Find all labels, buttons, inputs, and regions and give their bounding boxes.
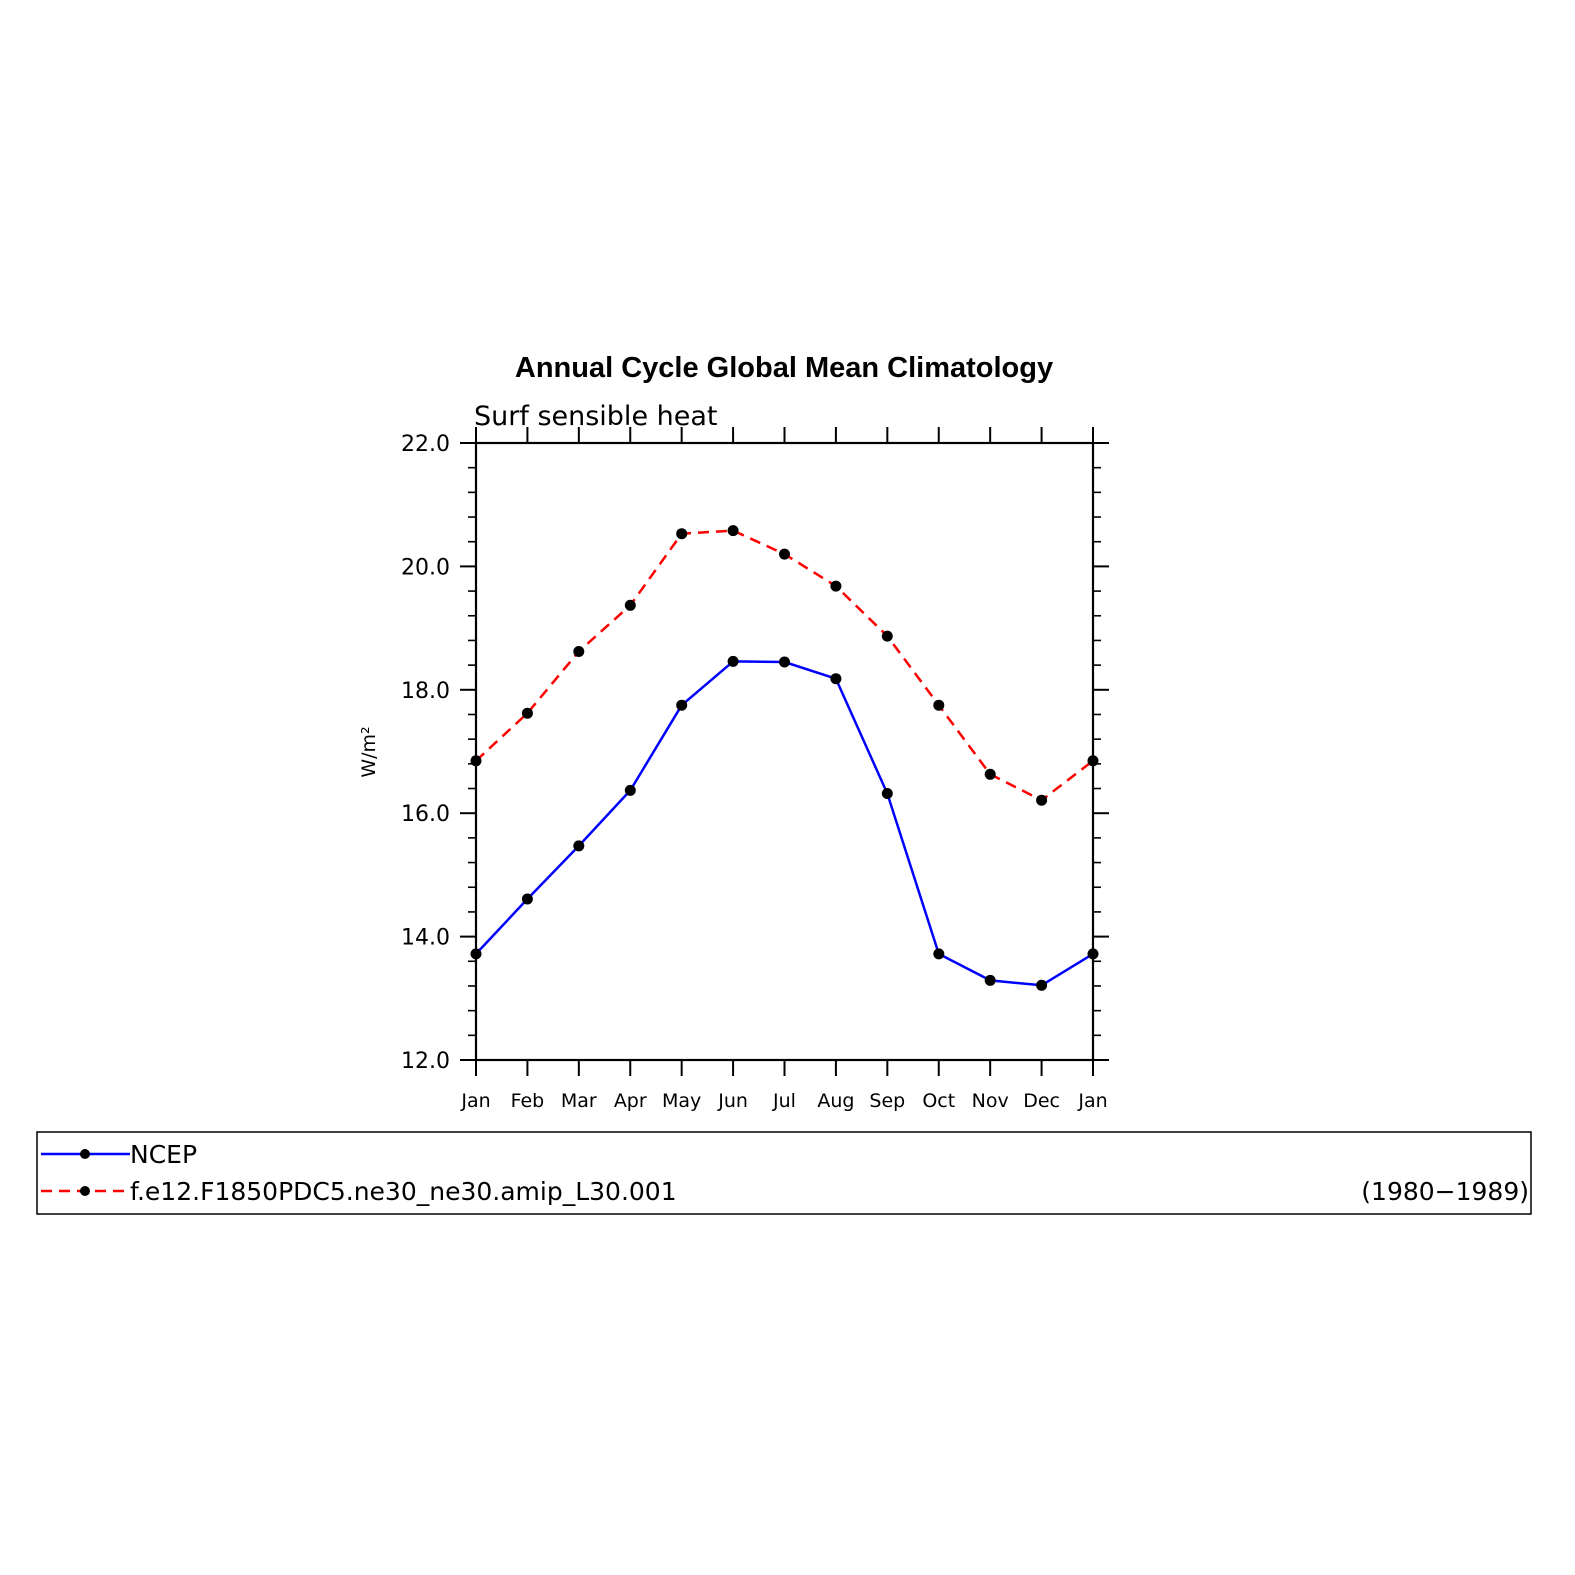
data-point-ncep bbox=[830, 673, 842, 685]
data-point-model bbox=[984, 768, 996, 780]
data-point-ncep bbox=[779, 656, 790, 668]
x-tick-label: Apr bbox=[614, 1090, 647, 1112]
data-point-model bbox=[830, 580, 842, 592]
x-tick-label: May bbox=[662, 1090, 701, 1112]
y-tick-label: 18.0 bbox=[401, 679, 450, 704]
x-tick-label: Aug bbox=[817, 1090, 854, 1112]
legend: NCEP f.e12.F1850PDC5.ne30_ne30.amip_L30.… bbox=[36, 1131, 1532, 1215]
data-point-model bbox=[933, 699, 945, 711]
chart-series bbox=[470, 525, 1099, 991]
chart-axes: 12.0 14.0 16.0 18.0 20.0 22.0 Jan Feb Mar Apr May J… bbox=[401, 427, 1109, 1112]
legend-box bbox=[36, 1131, 1532, 1215]
data-point-model bbox=[624, 599, 636, 611]
legend-label-ncep: NCEP bbox=[130, 1140, 197, 1169]
x-tick-label: Jan bbox=[1077, 1090, 1107, 1112]
data-point-model bbox=[779, 548, 790, 560]
y-tick-label: 16.0 bbox=[401, 802, 450, 827]
x-tick-label: Feb bbox=[511, 1090, 545, 1112]
y-axis-label: W/m² bbox=[358, 726, 380, 777]
data-point-model bbox=[727, 525, 739, 537]
data-point-model bbox=[521, 707, 533, 719]
data-point-ncep bbox=[624, 784, 636, 796]
chart-title: Annual Cycle Global Mean Climatology bbox=[515, 352, 1053, 384]
data-point-model bbox=[1036, 794, 1048, 806]
data-point-ncep bbox=[984, 974, 996, 986]
x-tick-label: Dec bbox=[1023, 1090, 1060, 1112]
chart-subtitle: Surf sensible heat bbox=[474, 401, 718, 432]
data-point-ncep bbox=[573, 840, 585, 852]
data-point-model bbox=[1087, 755, 1099, 767]
x-tick-label: Jul bbox=[772, 1090, 796, 1112]
data-point-model bbox=[676, 528, 688, 540]
y-tick-label: 20.0 bbox=[401, 555, 450, 580]
x-tick-label: Oct bbox=[922, 1090, 955, 1112]
plot-frame bbox=[474, 441, 1095, 1062]
data-point-ncep bbox=[1036, 979, 1048, 991]
data-point-ncep bbox=[881, 788, 893, 799]
data-point-model bbox=[881, 630, 893, 642]
y-tick-label: 22.0 bbox=[401, 432, 450, 457]
y-tick-label: 14.0 bbox=[401, 926, 450, 951]
data-point-ncep bbox=[521, 893, 533, 905]
data-point-ncep bbox=[676, 699, 688, 711]
data-point-ncep bbox=[470, 948, 482, 960]
data-point-ncep bbox=[727, 655, 739, 667]
data-point-model bbox=[573, 646, 585, 657]
legend-marker-model bbox=[80, 1186, 90, 1196]
legend-marker-ncep bbox=[80, 1149, 90, 1159]
data-point-ncep bbox=[933, 948, 945, 960]
x-tick-label: Nov bbox=[972, 1090, 1009, 1112]
x-tick-label: Sep bbox=[869, 1090, 905, 1112]
legend-label-model: f.e12.F1850PDC5.ne30_ne30.amip_L30.001 bbox=[130, 1177, 677, 1206]
y-tick-label: 12.0 bbox=[401, 1049, 450, 1074]
x-tick-label: Mar bbox=[561, 1090, 597, 1112]
data-point-model bbox=[470, 755, 482, 767]
legend-period-note: (1980−1989) bbox=[1361, 1177, 1529, 1206]
x-tick-label: Jan bbox=[460, 1090, 490, 1112]
series-line-ncep bbox=[475, 660, 1094, 987]
x-tick-label: Jun bbox=[717, 1090, 748, 1112]
data-point-ncep bbox=[1087, 948, 1099, 960]
